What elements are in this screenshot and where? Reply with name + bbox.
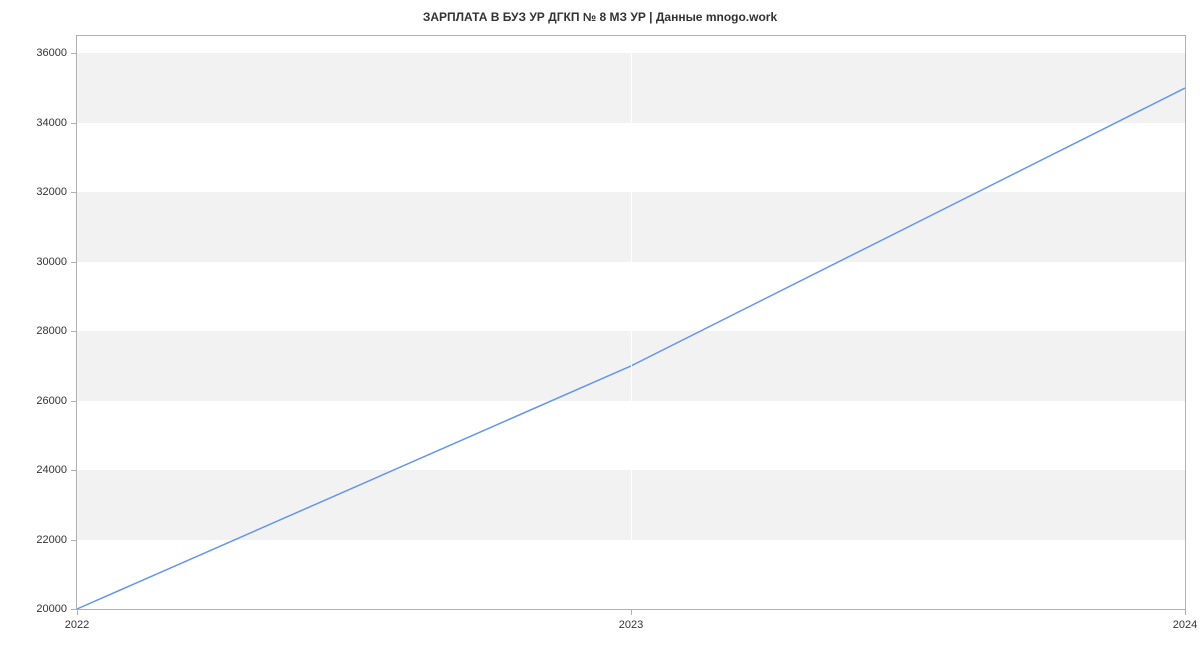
y-tick bbox=[71, 401, 77, 402]
y-axis-label: 34000 bbox=[36, 117, 67, 129]
y-axis-label: 30000 bbox=[36, 256, 67, 268]
x-axis-label: 2022 bbox=[65, 619, 89, 631]
y-axis-label: 22000 bbox=[36, 534, 67, 546]
y-axis-label: 36000 bbox=[36, 47, 67, 59]
x-tick bbox=[77, 609, 78, 615]
y-tick bbox=[71, 262, 77, 263]
y-axis-label: 32000 bbox=[36, 186, 67, 198]
y-tick bbox=[71, 53, 77, 54]
y-axis-label: 20000 bbox=[36, 603, 67, 615]
y-tick bbox=[71, 470, 77, 471]
y-axis-label: 26000 bbox=[36, 395, 67, 407]
y-axis-label: 28000 bbox=[36, 325, 67, 337]
x-tick bbox=[1185, 609, 1186, 615]
y-axis-label: 24000 bbox=[36, 464, 67, 476]
y-tick bbox=[71, 540, 77, 541]
x-tick bbox=[631, 609, 632, 615]
x-axis-label: 2024 bbox=[1173, 619, 1197, 631]
x-grid-line bbox=[631, 36, 632, 609]
plot-area: 2000022000240002600028000300003200034000… bbox=[76, 35, 1186, 610]
chart-title: ЗАРПЛАТА В БУЗ УР ДГКП № 8 МЗ УР | Данны… bbox=[0, 10, 1200, 24]
y-tick bbox=[71, 331, 77, 332]
chart-container: ЗАРПЛАТА В БУЗ УР ДГКП № 8 МЗ УР | Данны… bbox=[0, 0, 1200, 650]
y-tick bbox=[71, 123, 77, 124]
y-tick bbox=[71, 192, 77, 193]
x-axis-label: 2023 bbox=[619, 619, 643, 631]
